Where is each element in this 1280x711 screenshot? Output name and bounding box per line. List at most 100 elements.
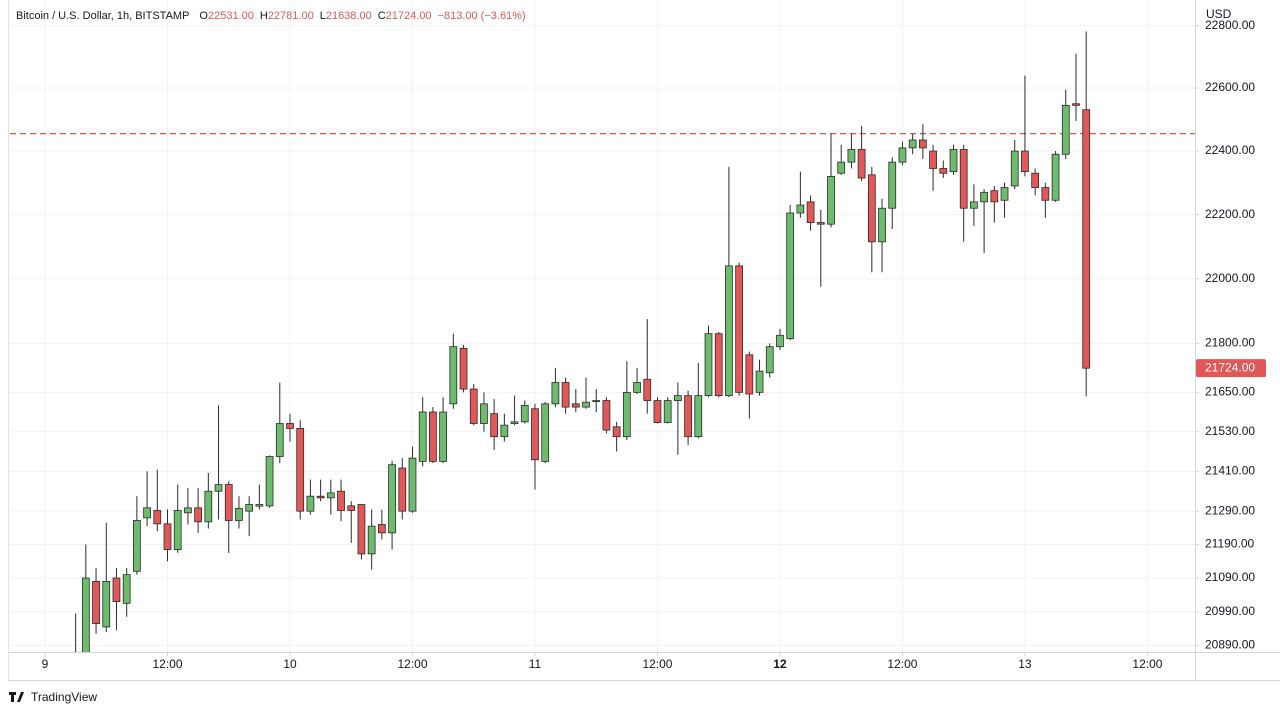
legend-value: 21724.00 bbox=[386, 10, 432, 22]
candle-body bbox=[337, 490, 345, 511]
legend-header: Bitcoin / U.S. Dollar, 1h, BITSTAMP O2253… bbox=[16, 10, 526, 22]
candle-body bbox=[857, 149, 866, 179]
labels: USD 22800.00 22600.00 22400.00 22200.00 2200… bbox=[42, 7, 1266, 671]
candle-body bbox=[418, 411, 427, 462]
x-tick-label: 12 bbox=[773, 657, 787, 671]
candle-body bbox=[1051, 153, 1060, 201]
candle-body bbox=[796, 204, 805, 214]
candle-body bbox=[102, 581, 111, 628]
candle-body bbox=[1041, 187, 1050, 201]
candle-body bbox=[357, 504, 366, 555]
candle-body bbox=[173, 510, 182, 550]
axes bbox=[8, 0, 1280, 681]
candle-body bbox=[1000, 187, 1009, 201]
candle-body bbox=[806, 201, 815, 223]
legend-value: 22781.00 bbox=[268, 10, 314, 22]
candle-body bbox=[143, 507, 151, 519]
x-tick-label: 11 bbox=[529, 657, 542, 671]
last-price-label: 21724.00 bbox=[1205, 360, 1255, 374]
x-tick-label: 9 bbox=[42, 657, 49, 671]
candle-body bbox=[735, 265, 743, 393]
candle-body bbox=[122, 574, 131, 604]
candle-body bbox=[214, 484, 223, 492]
candle-body bbox=[469, 388, 478, 424]
last-price-box bbox=[1196, 359, 1266, 378]
candle-body bbox=[684, 395, 692, 438]
candle-body bbox=[643, 378, 652, 401]
candle-body bbox=[480, 403, 488, 424]
candle-body bbox=[449, 346, 458, 405]
candle-body bbox=[541, 403, 550, 462]
candle-body bbox=[714, 333, 723, 397]
header-line: Bitcoin / U.S. Dollar, 1h, BITSTAMP O2253… bbox=[16, 10, 526, 22]
candle-body bbox=[1082, 109, 1091, 369]
y-tick-label: 22600.00 bbox=[1205, 80, 1255, 94]
candle-body bbox=[633, 382, 641, 393]
x-tick-label: 12:00 bbox=[397, 657, 427, 671]
candle-body bbox=[275, 423, 284, 457]
branding: TradingView bbox=[9, 690, 97, 704]
candle-body bbox=[674, 395, 682, 401]
candle-body bbox=[847, 149, 856, 163]
candle-body bbox=[888, 161, 897, 209]
y-tick-label: 21410.00 bbox=[1205, 464, 1255, 478]
candle-body bbox=[898, 147, 907, 163]
candle-body bbox=[878, 207, 886, 243]
candle-body bbox=[612, 426, 621, 438]
x-tick-label: 13 bbox=[1018, 657, 1032, 671]
candle-body bbox=[622, 391, 631, 438]
x-tick-label: 12:00 bbox=[887, 657, 917, 671]
candle-body bbox=[663, 400, 672, 423]
candle-body bbox=[265, 456, 274, 507]
candle-body bbox=[500, 424, 509, 438]
candle-body bbox=[235, 508, 243, 521]
candle-body bbox=[908, 139, 917, 149]
candle-body bbox=[81, 577, 90, 652]
candle-body bbox=[837, 161, 846, 174]
candle-body bbox=[459, 347, 468, 390]
candle-body bbox=[429, 411, 437, 462]
grid bbox=[10, 0, 1195, 652]
candle-body bbox=[531, 408, 539, 461]
y-tick-label: 22200.00 bbox=[1205, 207, 1255, 221]
candle-body bbox=[326, 492, 335, 499]
y-tick-label: 22000.00 bbox=[1205, 271, 1255, 285]
candle-body bbox=[1010, 150, 1019, 187]
candle-body bbox=[571, 403, 580, 408]
candle-body bbox=[408, 457, 417, 512]
candle-body bbox=[1061, 104, 1070, 155]
y-tick-label: 21650.00 bbox=[1205, 385, 1255, 399]
candle-body bbox=[296, 428, 305, 512]
y-tick-label: 20890.00 bbox=[1205, 638, 1255, 652]
candle-body bbox=[867, 174, 876, 243]
candle-body bbox=[510, 421, 519, 424]
candle-body bbox=[653, 400, 662, 423]
candle-body bbox=[1072, 103, 1080, 106]
candle-body bbox=[990, 190, 999, 203]
legend-value: 22531.00 bbox=[208, 10, 254, 22]
candle-body bbox=[786, 212, 795, 339]
candle-body bbox=[439, 411, 447, 462]
x-tick-label: 12:00 bbox=[1132, 657, 1162, 671]
candle-body bbox=[949, 149, 958, 173]
y-tick-label: 21530.00 bbox=[1205, 424, 1255, 438]
candle-body bbox=[725, 265, 733, 397]
candle-body bbox=[765, 346, 774, 374]
y-tick-label: 21090.00 bbox=[1205, 570, 1255, 584]
candle-body bbox=[112, 577, 121, 602]
legend-change: −813.00 (−3.61%) bbox=[438, 10, 526, 22]
brand-text: TradingView bbox=[31, 690, 97, 704]
legend-key: O bbox=[199, 10, 208, 22]
candle-body bbox=[92, 581, 100, 624]
y-tick-label: 20990.00 bbox=[1205, 604, 1255, 618]
candle-body bbox=[255, 504, 264, 507]
x-tick-label: 12:00 bbox=[642, 657, 672, 671]
candle-body bbox=[816, 222, 825, 225]
legend-key: H bbox=[260, 10, 268, 22]
candle-body bbox=[520, 405, 529, 423]
candle-body bbox=[163, 523, 172, 550]
candle-body bbox=[184, 507, 192, 514]
symbol-title: Bitcoin / U.S. Dollar, 1h, BITSTAMP bbox=[16, 10, 189, 22]
currency-label: USD bbox=[1206, 7, 1232, 21]
